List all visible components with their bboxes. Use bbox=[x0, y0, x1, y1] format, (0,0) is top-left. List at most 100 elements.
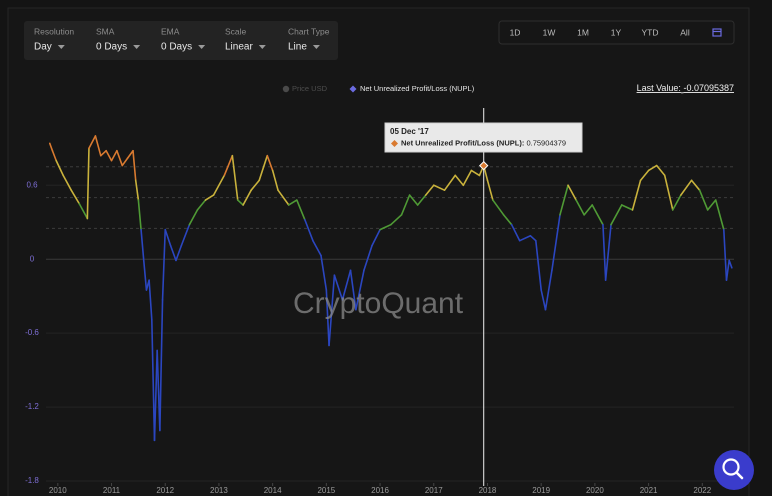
nupl-segment bbox=[510, 223, 521, 242]
nupl-segment bbox=[567, 184, 577, 201]
nupl-segment bbox=[680, 179, 693, 196]
nupl-segment bbox=[188, 209, 199, 226]
nupl-segment bbox=[180, 223, 191, 247]
nupl-segment bbox=[559, 184, 569, 216]
control-value[interactable]: Line bbox=[288, 42, 307, 53]
nupl-segment bbox=[271, 169, 279, 191]
dropdown-caret[interactable] bbox=[198, 45, 206, 49]
x-tick-label: 2017 bbox=[425, 486, 443, 495]
legend-marker-hidden bbox=[282, 85, 290, 93]
nupl-segment bbox=[363, 244, 373, 272]
nupl-segment bbox=[116, 149, 124, 167]
dropdown-caret[interactable] bbox=[133, 45, 141, 49]
nupl-segment bbox=[714, 199, 725, 231]
nupl-segment bbox=[236, 199, 244, 206]
y-tick-label: 0 bbox=[30, 254, 35, 263]
dropdown-caret[interactable] bbox=[312, 45, 320, 49]
nupl-segment bbox=[223, 154, 234, 177]
control-label[interactable]: EMA bbox=[161, 26, 180, 36]
tooltip-text: Net Unrealized Profit/Loss (NUPL): 0.759… bbox=[401, 138, 566, 147]
nupl-segment bbox=[540, 289, 547, 311]
nupl-segment bbox=[142, 259, 148, 291]
dropdown-caret[interactable] bbox=[258, 45, 266, 49]
y-tick-label: 0.6 bbox=[26, 180, 38, 189]
nupl-segment bbox=[639, 169, 650, 182]
nupl-segment bbox=[602, 223, 607, 281]
nupl-segment bbox=[258, 154, 269, 182]
nupl-segment bbox=[153, 349, 158, 442]
nupl-segment bbox=[470, 169, 481, 177]
tooltip-label: Net Unrealized Profit/Loss (NUPL): bbox=[401, 138, 524, 147]
range-bar bbox=[498, 20, 735, 45]
nupl-segment bbox=[631, 179, 642, 211]
x-tick-label: 2014 bbox=[264, 486, 282, 495]
nupl-segment bbox=[349, 269, 357, 311]
nupl-segment bbox=[266, 154, 274, 172]
nupl-segment bbox=[328, 274, 336, 347]
nupl-segment bbox=[647, 164, 658, 172]
range-button[interactable]: 1Y bbox=[611, 27, 622, 37]
dropdown-caret[interactable] bbox=[57, 45, 65, 49]
x-tick-label: 2013 bbox=[210, 486, 228, 495]
nupl-segment bbox=[424, 184, 435, 196]
nupl-segment bbox=[287, 199, 298, 206]
last-value-label: Last Value: bbox=[637, 83, 681, 93]
range-button[interactable]: 1D bbox=[510, 27, 521, 37]
legend-label-hidden[interactable]: Price USD bbox=[292, 84, 328, 93]
nupl-segment bbox=[159, 299, 164, 432]
range-button[interactable]: All bbox=[680, 27, 690, 37]
nupl-segment bbox=[88, 135, 97, 150]
range-button[interactable]: 1M bbox=[577, 27, 589, 37]
control-value[interactable]: 0 Days bbox=[161, 42, 192, 53]
nupl-segment bbox=[371, 228, 381, 247]
nupl-segment bbox=[333, 274, 344, 301]
tooltip-date: 05 Dec '17 bbox=[390, 127, 429, 136]
nupl-segment bbox=[169, 244, 177, 262]
nupl-segment bbox=[140, 228, 145, 262]
nupl-segment bbox=[443, 174, 457, 191]
nupl-segment bbox=[78, 202, 89, 220]
nupl-segment bbox=[535, 239, 542, 291]
search-circle[interactable] bbox=[714, 450, 754, 490]
search-icon-handle bbox=[735, 471, 744, 480]
nupl-segment bbox=[725, 259, 730, 281]
nupl-segment bbox=[320, 254, 328, 291]
nupl-segment bbox=[400, 194, 411, 216]
nupl-segment bbox=[728, 259, 733, 269]
nupl-segment bbox=[416, 194, 427, 206]
nupl-segment bbox=[148, 279, 153, 321]
nupl-segment bbox=[722, 228, 728, 281]
nupl-segment bbox=[655, 164, 666, 177]
control-value[interactable]: Linear bbox=[225, 42, 253, 53]
search-button[interactable] bbox=[714, 450, 754, 490]
nupl-segment bbox=[355, 269, 365, 311]
nupl-segment bbox=[70, 189, 81, 205]
nupl-segment bbox=[544, 269, 553, 311]
control-label[interactable]: Scale bbox=[225, 26, 247, 36]
nupl-segment bbox=[99, 149, 107, 157]
nupl-segment bbox=[390, 214, 403, 226]
control-value[interactable]: Day bbox=[34, 42, 52, 53]
control-label[interactable]: Chart Type bbox=[288, 26, 330, 36]
y-tick-label: -1.8 bbox=[25, 476, 39, 485]
x-tick-label: 2020 bbox=[586, 486, 604, 495]
nupl-segment bbox=[121, 157, 129, 167]
range-button[interactable]: 1W bbox=[543, 27, 556, 37]
nupl-segment bbox=[151, 318, 156, 442]
toolbar bbox=[24, 21, 338, 60]
calendar-button[interactable] bbox=[712, 28, 722, 37]
nupl-segment bbox=[671, 194, 682, 211]
control-label[interactable]: Resolution bbox=[34, 26, 74, 36]
legend-label[interactable]: Net Unrealized Profit/Loss (NUPL) bbox=[360, 84, 475, 93]
x-tick-label: 2022 bbox=[693, 486, 711, 495]
x-tick-label: 2018 bbox=[479, 486, 497, 495]
control-value[interactable]: 0 Days bbox=[96, 42, 127, 53]
nupl-segment bbox=[575, 199, 585, 216]
tooltip bbox=[384, 122, 583, 153]
tooltip-value: 0.75904379 bbox=[526, 138, 566, 147]
nupl-segment bbox=[277, 189, 290, 206]
range-button[interactable]: YTD bbox=[642, 27, 659, 37]
nupl-segment bbox=[204, 194, 215, 201]
control-label[interactable]: SMA bbox=[96, 26, 115, 36]
